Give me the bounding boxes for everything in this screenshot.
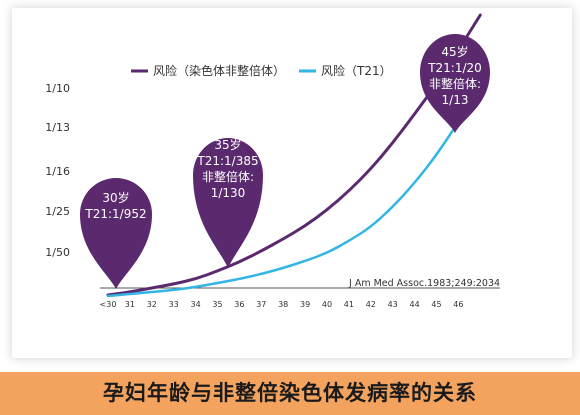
risk-chart: <30 31 32 33 34 35 36 37 38 39 40 41 42 43 44 45 46 1/10… — [45, 13, 500, 309]
legend-label-aneuploidy: 风险（染色体非整倍体） — [153, 63, 285, 78]
annotation-pin-45: 45岁 T21:1/20 非整倍体: 1/13 — [420, 34, 490, 133]
x-tick-group: <30 31 32 33 34 35 36 37 38 39 40 41 42 43 44 45 46 — [100, 300, 464, 309]
pin-35-age: 35岁 — [214, 137, 241, 152]
pin-45-aneuploidy-label: 非整倍体: — [429, 76, 481, 91]
y-tick-label: 1/10 — [45, 82, 70, 95]
pin-35-aneuploidy-label: 非整倍体: — [202, 169, 254, 184]
y-tick-group: 1/10 1/13 1/16 1/25 1/50 — [45, 82, 70, 259]
pin-shape-45 — [420, 34, 490, 133]
x-tick-label: 36 — [234, 300, 244, 309]
x-tick-label: 41 — [344, 300, 354, 309]
legend-label-t21: 风险（T21） — [321, 63, 392, 78]
pin-45-age: 45岁 — [441, 44, 468, 59]
x-tick-label: 44 — [410, 300, 420, 309]
x-tick-label: 32 — [147, 300, 157, 309]
source-citation: J Am Med Assoc.1983;249:2034 — [348, 278, 500, 289]
series-lines — [106, 13, 482, 298]
legend: 风险（染色体非整倍体） 风险（T21） — [131, 63, 392, 78]
pin-35-aneuploidy-value: 1/130 — [211, 186, 246, 200]
x-tick-label: 38 — [278, 300, 288, 309]
pin-shape-35 — [193, 138, 263, 268]
pin-shape-30 — [80, 178, 152, 289]
x-tick-label: 39 — [300, 300, 310, 309]
x-tick-label: <30 — [100, 300, 117, 309]
x-tick-label: 46 — [453, 300, 463, 309]
series-line-aneuploidy — [106, 13, 482, 297]
x-tick-label: 34 — [191, 300, 201, 309]
series-line-t21 — [106, 86, 482, 298]
x-tick-label: 37 — [256, 300, 266, 309]
y-tick-label: 1/13 — [45, 121, 70, 134]
x-tick-label: 40 — [322, 300, 332, 309]
y-tick-label: 1/16 — [45, 165, 70, 178]
pin-30-age: 30岁 — [102, 190, 129, 205]
y-tick-label: 1/50 — [45, 246, 70, 259]
caption-band — [0, 372, 580, 415]
x-tick-label: 35 — [212, 300, 222, 309]
x-tick-label: 31 — [125, 300, 135, 309]
figure-caption: 孕妇年龄与非整倍染色体发病率的关系 — [103, 381, 477, 405]
x-tick-label: 43 — [388, 300, 398, 309]
x-tick-label: 33 — [169, 300, 179, 309]
x-tick-label: 42 — [366, 300, 376, 309]
y-tick-label: 1/25 — [45, 205, 70, 218]
annotation-pin-35: 35岁 T21:1/385 非整倍体: 1/130 — [193, 137, 263, 268]
pin-45-t21: T21:1/20 — [427, 61, 482, 75]
x-tick-label: 45 — [431, 300, 441, 309]
pin-35-t21: T21:1/385 — [196, 154, 258, 168]
pin-45-aneuploidy-value: 1/13 — [442, 93, 469, 107]
pin-30-t21: T21:1/952 — [84, 207, 146, 221]
annotation-pin-30: 30岁 T21:1/952 — [80, 178, 152, 289]
